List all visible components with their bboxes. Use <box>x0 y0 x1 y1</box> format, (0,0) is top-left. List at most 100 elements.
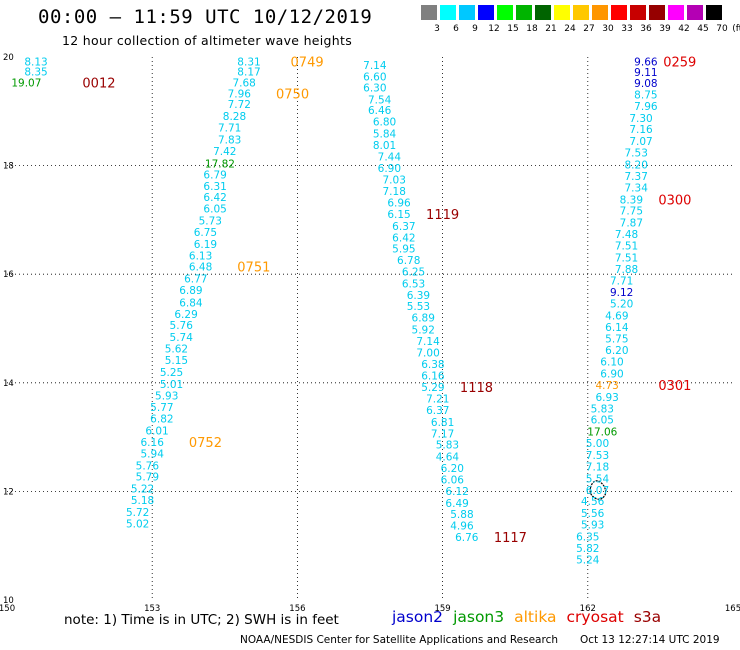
wave-height-point: 7.03 <box>383 175 406 187</box>
wave-height-point: 6.29 <box>174 309 197 321</box>
wave-height-point: 8.28 <box>223 111 246 123</box>
wave-height-point: 5.95 <box>392 244 415 256</box>
wave-height-point: 7.96 <box>228 88 252 100</box>
wave-height-point: 5.01 <box>160 379 183 391</box>
wave-height-point: 4.56 <box>581 496 605 508</box>
wave-height-point: 5.74 <box>170 332 194 344</box>
scale-swatch <box>516 5 532 20</box>
pass-time-label: 0301 <box>658 379 691 394</box>
wave-height-point: 5.56 <box>581 508 605 520</box>
wave-height-point: 9.11 <box>634 67 657 79</box>
scale-swatch <box>706 5 722 20</box>
y-tick-label: 12 <box>3 487 14 497</box>
wave-height-point: 7.42 <box>213 146 236 158</box>
satellite-legend-item: jason3 <box>453 608 505 626</box>
scale-swatch <box>421 5 437 20</box>
wave-height-point: 5.75 <box>605 333 628 345</box>
wave-height-point: 6.06 <box>441 474 465 486</box>
scale-swatch <box>611 5 627 20</box>
wave-height-point: 7.51 <box>615 240 638 252</box>
y-tick-label: 10 <box>3 596 14 606</box>
wave-height-point: 6.31 <box>203 181 226 193</box>
scale-label: 9 <box>472 24 478 34</box>
wave-height-point: 8.39 <box>620 194 643 206</box>
wave-height-point: 7.16 <box>629 124 653 136</box>
wave-height-point: 6.96 <box>387 198 411 210</box>
satellite-legend-item: cryosat <box>566 608 624 626</box>
island-outline <box>589 480 607 500</box>
wave-height-point: 7.83 <box>218 135 241 147</box>
pass-time-label: 1119 <box>426 208 459 223</box>
wave-height-point: 5.25 <box>160 367 183 379</box>
scale-swatch <box>573 5 589 20</box>
generated-timestamp: Oct 13 12:27:14 UTC 2019 <box>580 634 720 646</box>
chart-title: 00:00 – 11:59 UTC 10/12/2019 <box>38 6 373 28</box>
wave-height-point: 7.44 <box>378 151 402 163</box>
wave-height-point: 7.07 <box>629 136 652 148</box>
footer-note: note: 1) Time is in UTC; 2) SWH is in fe… <box>64 612 339 628</box>
wave-height-point: 6.77 <box>184 274 207 286</box>
wave-height-point: 6.20 <box>441 463 464 475</box>
scale-swatch <box>554 5 570 20</box>
wave-height-point: 6.12 <box>445 486 468 498</box>
scale-swatch <box>649 5 665 20</box>
wave-height-point: 6.89 <box>412 313 435 325</box>
x-tick-label: 165 <box>725 604 740 614</box>
satellite-legend-item: jason2 <box>392 608 444 626</box>
wave-height-point: 7.88 <box>615 264 638 276</box>
wave-height-point: 8.17 <box>237 67 260 79</box>
scale-label: 70 <box>716 24 728 34</box>
wave-height-point: 6.60 <box>363 72 386 84</box>
wave-height-point: 7.21 <box>426 394 449 406</box>
scale-unit: (ft) <box>732 24 740 34</box>
x-tick-label: 159 <box>434 604 450 614</box>
wave-height-point: 5.53 <box>407 301 430 313</box>
wave-height-point: 5.22 <box>131 484 154 496</box>
wave-height-point: 5.29 <box>421 382 444 394</box>
wave-height-point: 6.13 <box>189 251 212 263</box>
pass-time-label: 0012 <box>82 77 115 92</box>
wave-height-point: 7.37 <box>625 171 648 183</box>
wave-height-point: 5.15 <box>165 355 188 367</box>
wave-height-point: 6.93 <box>595 392 618 404</box>
y-tick-label: 18 <box>3 162 14 172</box>
wave-height-point: 7.96 <box>634 101 658 113</box>
scale-label: 3 <box>434 24 440 34</box>
pass-time-label: 0300 <box>658 193 691 208</box>
wave-height-point: 5.94 <box>141 448 165 460</box>
scale-label: 39 <box>659 24 671 34</box>
wave-height-point: 5.83 <box>591 403 614 415</box>
wave-height-point: 6.38 <box>421 359 444 371</box>
pass-time-label: 0750 <box>276 87 309 102</box>
satellite-legend-item: s3a <box>633 608 662 626</box>
wave-height-point: 7.17 <box>431 428 454 440</box>
pass-time-label: 0751 <box>237 261 270 276</box>
x-tick-label: 150 <box>0 604 15 614</box>
wave-height-point: 7.54 <box>368 94 392 106</box>
wave-height-point: 7.14 <box>363 60 387 72</box>
wave-height-point: 6.14 <box>605 322 629 334</box>
wave-height-point: 5.02 <box>126 518 149 530</box>
wave-height-point: 8.13 <box>24 56 47 68</box>
wave-height-point: 6.39 <box>407 290 430 302</box>
plot-grid <box>7 57 733 600</box>
pass-time-labels: 0012 0749 0750 0751 0752 0259 0300 0301 1119 1118… <box>82 55 696 546</box>
wave-height-point: 9.66 <box>634 56 658 68</box>
wave-height-point: 5.76 <box>136 460 160 472</box>
wave-height-point: 6.84 <box>179 297 203 309</box>
wave-height-point: 6.82 <box>150 414 173 426</box>
scale-label: 33 <box>621 24 633 34</box>
wave-height-point: 7.71 <box>610 276 633 288</box>
wave-height-point: 7.30 <box>629 113 652 125</box>
pass-time-label: 0259 <box>663 55 696 70</box>
wave-height-point: 6.10 <box>600 357 623 369</box>
x-tick-label: 156 <box>289 604 305 614</box>
wave-height-point: 6.37 <box>426 405 449 417</box>
wave-height-point: 5.92 <box>412 325 435 337</box>
wave-height-point: 5.18 <box>131 495 154 507</box>
wave-height-point: 5.72 <box>126 507 149 519</box>
wave-height-point: 7.34 <box>625 182 649 194</box>
wave-height-point: 6.75 <box>194 227 217 239</box>
scale-swatch <box>687 5 703 20</box>
y-tick-label: 16 <box>3 270 14 280</box>
